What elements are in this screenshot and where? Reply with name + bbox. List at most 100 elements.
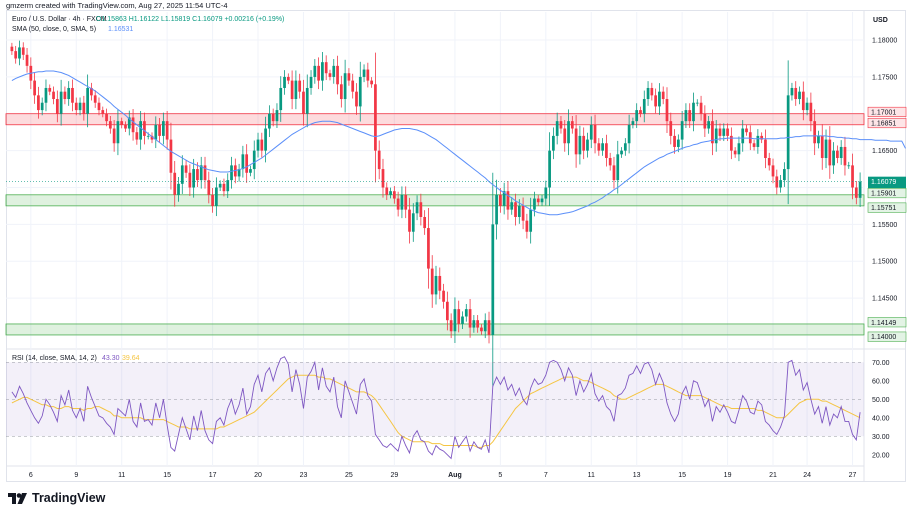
candle-body [676,139,680,147]
time-tick-label: 7 [544,472,548,479]
candle-body [828,139,832,166]
candle-body [673,135,676,147]
candle-body [249,169,252,173]
candle-body [423,216,427,229]
price-tick-label: 1.15000 [872,259,897,266]
candle-body [729,135,733,151]
candle-body [101,110,105,114]
candle-body [635,110,639,122]
candle-body [783,169,786,181]
candle-body [536,198,540,203]
time-tick-label: 15 [163,472,171,479]
candle-body [449,320,453,332]
candle-body [699,102,703,114]
candle-body [180,165,184,184]
candle-body [154,124,158,140]
ohlc-values: O1.15863 H1.16122 L1.15819 C1.16079 +0.0… [96,16,284,23]
time-tick-label: 25 [345,472,353,479]
candle-body [623,143,627,151]
brand: TradingView [8,491,105,505]
candle-body [52,91,55,100]
candle-body [654,95,657,107]
candle-body [639,110,642,114]
candle-body [165,121,169,140]
candle-body [332,65,336,77]
candle-body [245,154,249,173]
rsi-tick-label: 70.00 [872,360,890,367]
candle-body [218,183,222,188]
candle-body [692,102,695,122]
candle-body [78,102,82,111]
support-zone [5,323,865,336]
rsi-legend-value: 43.30 [102,355,120,362]
candle-body [605,143,608,159]
candle-body [775,176,779,188]
support-price-label: 1.15901 [871,191,896,198]
candle-body [290,80,294,100]
candle-body [389,191,392,195]
price-tick-label: 1.16500 [872,148,897,155]
candle-body [370,80,373,85]
candle-body [836,150,839,159]
candle-body [499,194,502,206]
brand-name: TradingView [32,491,106,505]
support-price-label-bg [867,187,907,199]
candle-body [321,62,324,81]
candle-body [767,158,771,166]
candle-body [578,135,582,155]
time-tick-label: 6 [29,472,33,479]
rsi-tick-label: 50.00 [872,397,890,404]
candle-body [597,143,601,151]
time-tick-label: 13 [633,472,641,479]
candle-body [616,154,620,181]
candle-body [688,110,692,122]
candle-body [430,268,434,295]
candle-body [313,65,317,77]
time-tick-label: 11 [588,472,595,479]
candle-body [146,135,150,137]
candle-body [150,135,154,140]
candle-body [779,180,782,188]
candle-body [798,91,801,100]
candle-body [468,309,472,328]
candle-body [14,51,18,59]
candle-body [608,158,612,166]
candle-body [722,128,726,136]
candle-body [305,87,309,114]
candle-body [658,91,661,107]
candle-body [256,139,260,151]
candle-body [377,150,381,170]
resistance-zone [5,113,865,126]
candle-body [809,102,813,122]
candle-body [90,87,93,96]
candle-body [283,76,286,88]
candle-body [495,194,498,225]
candle-body [525,220,529,232]
candle-body [805,102,809,111]
candle-body [82,102,86,114]
candle-body [324,62,328,74]
tradingview-logo-icon [8,492,27,504]
candle-body [116,121,120,144]
candle-body [286,76,290,81]
candle-body [271,113,275,122]
candle-body [684,110,688,122]
candle-body [669,121,673,136]
candle-body [192,169,196,188]
candle-body [317,65,320,81]
candle-body [680,121,684,140]
candle-body [260,139,264,151]
candle-body [858,181,862,198]
rsi-tick-label: 60.00 [872,378,890,385]
candle-body [510,202,514,210]
rsi-ma-legend-value: 39.64 [122,355,140,362]
time-tick-label: 15 [678,472,686,479]
candle-body [567,121,570,144]
candle-body [642,99,646,114]
candle-body [786,95,790,170]
candle-body [726,128,729,136]
candle-body [612,165,616,181]
candle-body [411,213,415,232]
candle-body [544,187,548,199]
